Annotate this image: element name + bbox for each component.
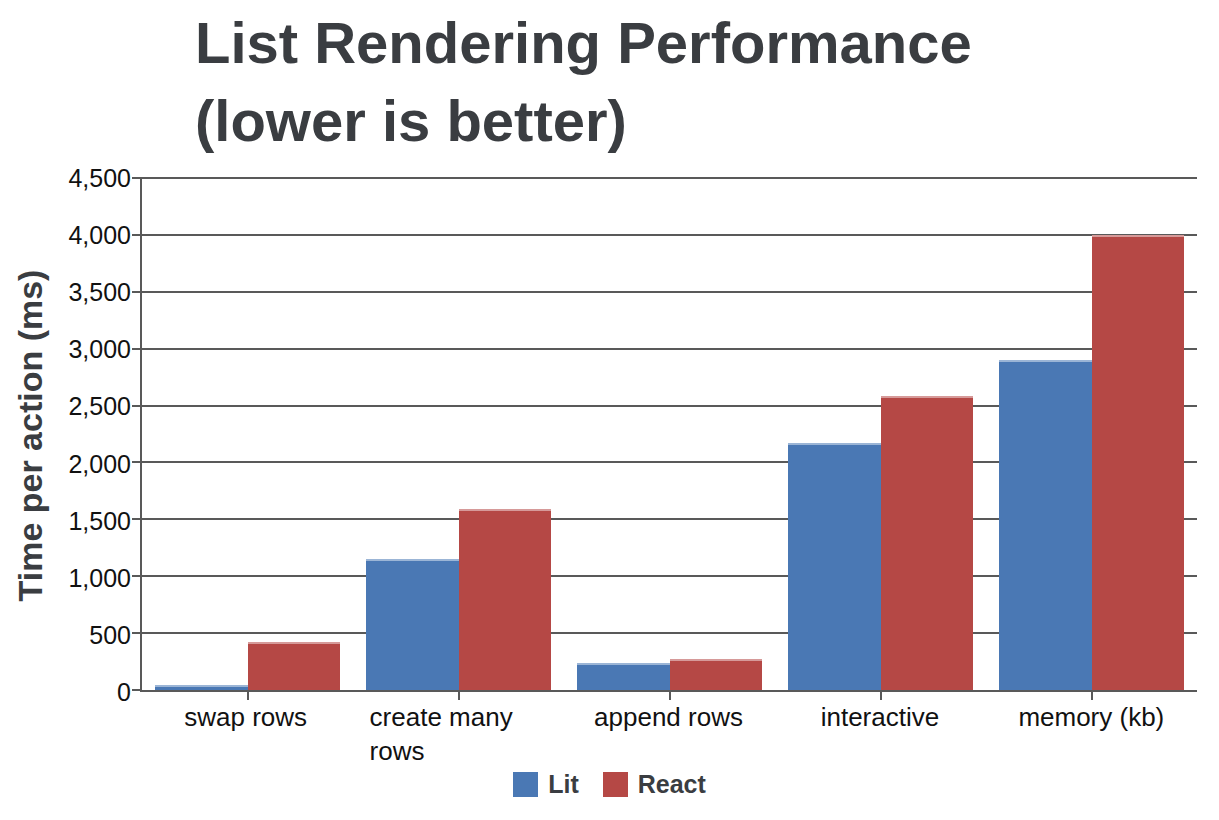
y-tick-label: 0 xyxy=(0,680,131,705)
y-axis-tick xyxy=(132,405,142,407)
chart-title-line1: List Rendering Performance xyxy=(195,4,972,82)
x-label-slot: memory (kb) xyxy=(986,700,1197,768)
bar-react xyxy=(459,509,552,690)
bar-group xyxy=(353,178,564,690)
x-axis-tick xyxy=(458,692,460,700)
bar-group xyxy=(142,178,353,690)
chart-title: List Rendering Performance (lower is bet… xyxy=(195,4,972,160)
legend: Lit React xyxy=(0,770,1219,799)
x-tick-label: interactive xyxy=(821,700,940,768)
x-tick-label: memory (kb) xyxy=(1018,700,1164,768)
bar-lit xyxy=(999,360,1092,690)
bar-group xyxy=(986,178,1197,690)
y-tick-label: 500 xyxy=(0,622,131,647)
y-axis-tick xyxy=(132,291,142,293)
y-tick-label: 2,500 xyxy=(0,394,131,419)
legend-swatch-react xyxy=(603,772,628,797)
bar-group xyxy=(775,178,986,690)
bar-react xyxy=(1092,235,1185,690)
x-label-slot: swap rows xyxy=(140,700,351,768)
x-axis-tick xyxy=(1091,692,1093,700)
legend-label: Lit xyxy=(548,770,579,799)
legend-label: React xyxy=(638,770,706,799)
y-tick-label: 4,000 xyxy=(0,223,131,248)
y-axis-tick xyxy=(132,234,142,236)
x-label-slot: interactive xyxy=(774,700,985,768)
y-axis-tick xyxy=(132,575,142,577)
y-axis-tick xyxy=(132,348,142,350)
bar-group xyxy=(564,178,775,690)
y-tick-label: 3,500 xyxy=(0,280,131,305)
y-tick-label: 1,500 xyxy=(0,508,131,533)
y-tick-label: 1,000 xyxy=(0,565,131,590)
y-axis-tick xyxy=(132,461,142,463)
bar-lit xyxy=(366,559,459,690)
y-axis-tick xyxy=(132,177,142,179)
chart-title-line2: (lower is better) xyxy=(195,82,972,160)
x-label-slot: create many rows xyxy=(351,700,562,768)
plot-area xyxy=(140,178,1197,692)
bar-lit xyxy=(788,443,881,690)
y-tick-label: 4,500 xyxy=(0,166,131,191)
chart-canvas: List Rendering Performance (lower is bet… xyxy=(0,0,1219,820)
y-tick-label: 3,000 xyxy=(0,337,131,362)
bar-lit xyxy=(577,663,670,690)
x-tick-label: create many rows xyxy=(370,700,545,768)
x-tick-label: swap rows xyxy=(184,700,307,768)
legend-item-lit: Lit xyxy=(513,770,579,799)
x-label-slot: append rows xyxy=(563,700,774,768)
bar-react xyxy=(670,659,763,690)
y-axis-tick xyxy=(132,518,142,520)
x-axis-tick xyxy=(880,692,882,700)
y-axis-tick xyxy=(132,689,142,691)
bar-react xyxy=(248,642,341,690)
x-axis-tick xyxy=(247,692,249,700)
x-axis-tick xyxy=(669,692,671,700)
y-axis-labels: 05001,0001,5002,0002,5003,0003,5004,0004… xyxy=(0,178,131,692)
legend-swatch-lit xyxy=(513,772,538,797)
y-tick-label: 2,000 xyxy=(0,451,131,476)
x-tick-label: append rows xyxy=(594,700,743,768)
x-axis-labels: swap rows create many rows append rows inte… xyxy=(140,700,1197,768)
y-axis-tick xyxy=(132,632,142,634)
bar-lit xyxy=(155,685,248,690)
legend-item-react: React xyxy=(603,770,706,799)
bar-react xyxy=(881,396,974,690)
